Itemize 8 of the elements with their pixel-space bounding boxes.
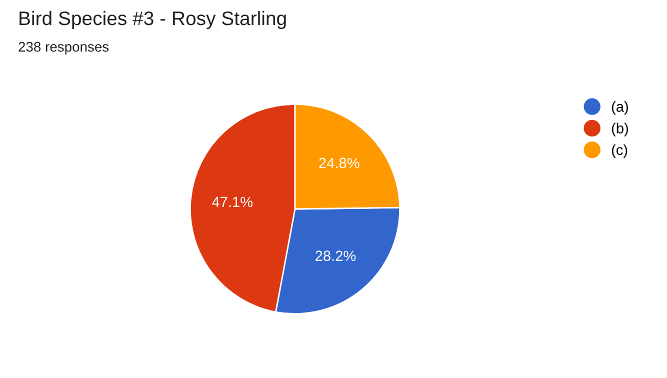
- data-label: 24.8%: [319, 158, 360, 168]
- chart-title: Bird Species #3 - Rosy Starling: [20, 10, 286, 30]
- legend-label: (c): [612, 144, 628, 158]
- data-label: 47.1%: [212, 196, 253, 208]
- text: 238 responses: [18, 42, 109, 54]
- legend-label: (a): [612, 101, 628, 115]
- legend-label: (b): [612, 122, 628, 136]
- data-label: 28.2%: [316, 250, 356, 262]
